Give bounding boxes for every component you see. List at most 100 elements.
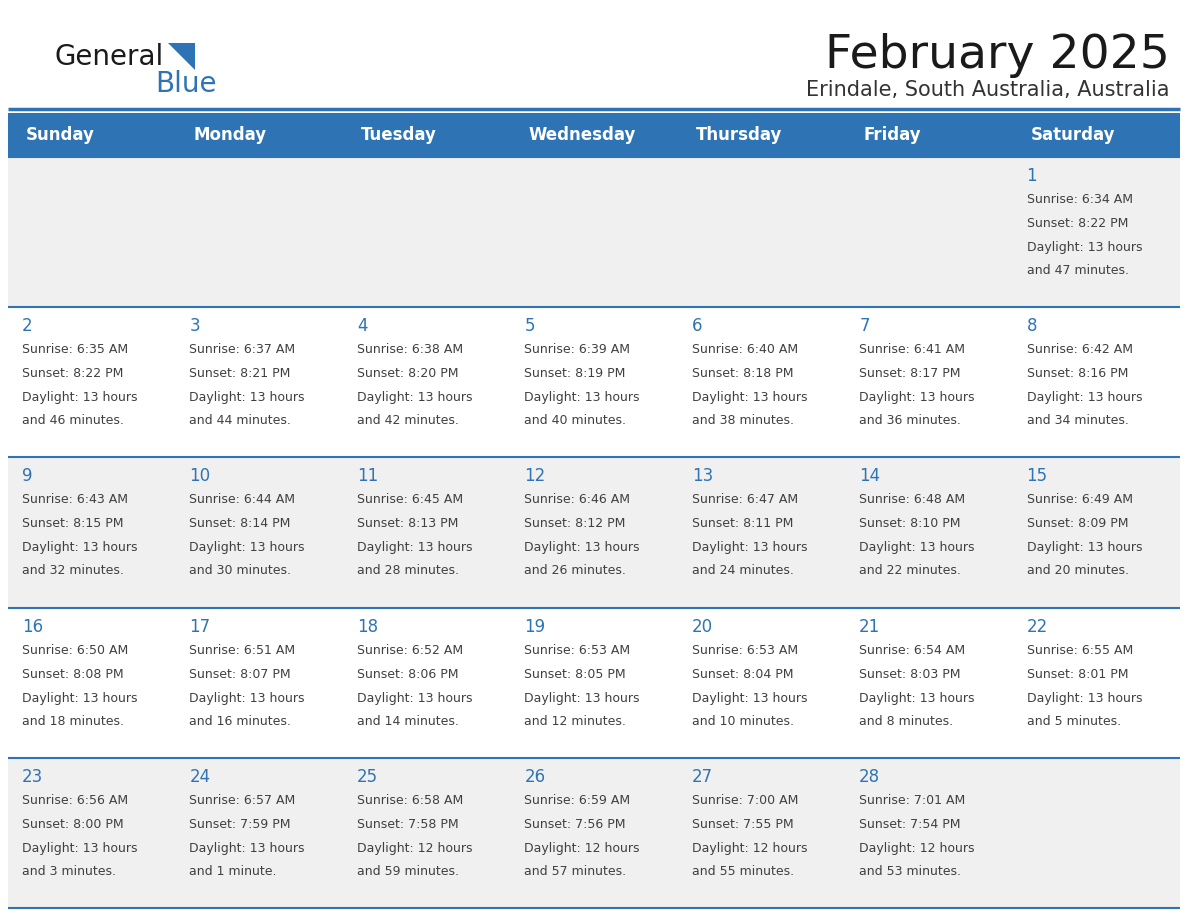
Text: 19: 19 [524, 618, 545, 635]
Text: Sunset: 7:54 PM: Sunset: 7:54 PM [859, 818, 961, 831]
Text: Sunset: 8:16 PM: Sunset: 8:16 PM [1026, 367, 1127, 380]
Text: Sunrise: 6:54 AM: Sunrise: 6:54 AM [859, 644, 966, 656]
Text: Sunrise: 6:41 AM: Sunrise: 6:41 AM [859, 343, 965, 356]
Text: Sunrise: 6:52 AM: Sunrise: 6:52 AM [356, 644, 463, 656]
Text: 28: 28 [859, 767, 880, 786]
Text: Sunset: 8:20 PM: Sunset: 8:20 PM [356, 367, 459, 380]
Text: Daylight: 13 hours: Daylight: 13 hours [1026, 391, 1142, 404]
Text: Daylight: 13 hours: Daylight: 13 hours [356, 542, 473, 554]
Text: and 10 minutes.: and 10 minutes. [691, 714, 794, 728]
Text: Sunset: 7:58 PM: Sunset: 7:58 PM [356, 818, 459, 831]
Text: Sunrise: 6:37 AM: Sunrise: 6:37 AM [189, 343, 296, 356]
Text: 20: 20 [691, 618, 713, 635]
Text: and 42 minutes.: and 42 minutes. [356, 414, 459, 427]
Text: Sunset: 8:00 PM: Sunset: 8:00 PM [23, 818, 124, 831]
Text: Sunset: 7:59 PM: Sunset: 7:59 PM [189, 818, 291, 831]
Text: Daylight: 12 hours: Daylight: 12 hours [691, 842, 807, 855]
Text: and 3 minutes.: and 3 minutes. [23, 865, 116, 878]
Text: Sunrise: 6:58 AM: Sunrise: 6:58 AM [356, 794, 463, 807]
Text: Sunrise: 6:51 AM: Sunrise: 6:51 AM [189, 644, 296, 656]
Text: and 47 minutes.: and 47 minutes. [1026, 264, 1129, 277]
Text: 24: 24 [189, 767, 210, 786]
Text: 16: 16 [23, 618, 43, 635]
Text: Daylight: 12 hours: Daylight: 12 hours [524, 842, 640, 855]
Text: General: General [55, 43, 164, 71]
Text: and 38 minutes.: and 38 minutes. [691, 414, 794, 427]
Text: Daylight: 13 hours: Daylight: 13 hours [1026, 542, 1142, 554]
Text: Daylight: 13 hours: Daylight: 13 hours [524, 391, 640, 404]
Text: Daylight: 13 hours: Daylight: 13 hours [189, 842, 305, 855]
Text: Daylight: 13 hours: Daylight: 13 hours [356, 691, 473, 705]
Text: and 57 minutes.: and 57 minutes. [524, 865, 626, 878]
Text: Thursday: Thursday [696, 126, 782, 144]
Text: Sunrise: 6:44 AM: Sunrise: 6:44 AM [189, 493, 296, 507]
Text: Sunset: 8:05 PM: Sunset: 8:05 PM [524, 667, 626, 680]
Text: 22: 22 [1026, 618, 1048, 635]
Text: Daylight: 13 hours: Daylight: 13 hours [1026, 241, 1142, 254]
Text: Sunset: 8:03 PM: Sunset: 8:03 PM [859, 667, 961, 680]
Text: and 40 minutes.: and 40 minutes. [524, 414, 626, 427]
Text: Sunrise: 6:55 AM: Sunrise: 6:55 AM [1026, 644, 1133, 656]
Text: Daylight: 13 hours: Daylight: 13 hours [859, 542, 974, 554]
Text: Sunrise: 6:46 AM: Sunrise: 6:46 AM [524, 493, 631, 507]
Text: 3: 3 [189, 318, 200, 335]
Text: Sunset: 8:06 PM: Sunset: 8:06 PM [356, 667, 459, 680]
Text: 6: 6 [691, 318, 702, 335]
Text: 12: 12 [524, 467, 545, 486]
Text: and 46 minutes.: and 46 minutes. [23, 414, 124, 427]
Text: and 59 minutes.: and 59 minutes. [356, 865, 459, 878]
Polygon shape [168, 43, 195, 70]
Text: 18: 18 [356, 618, 378, 635]
Text: 7: 7 [859, 318, 870, 335]
Text: 8: 8 [1026, 318, 1037, 335]
Text: 25: 25 [356, 767, 378, 786]
Text: Sunset: 8:22 PM: Sunset: 8:22 PM [23, 367, 124, 380]
Text: Daylight: 13 hours: Daylight: 13 hours [23, 842, 138, 855]
Text: Sunset: 8:08 PM: Sunset: 8:08 PM [23, 667, 124, 680]
Text: 14: 14 [859, 467, 880, 486]
Text: Sunrise: 6:53 AM: Sunrise: 6:53 AM [524, 644, 631, 656]
Text: Daylight: 13 hours: Daylight: 13 hours [23, 391, 138, 404]
Text: Daylight: 12 hours: Daylight: 12 hours [859, 842, 974, 855]
Text: February 2025: February 2025 [826, 33, 1170, 78]
Text: Sunrise: 6:34 AM: Sunrise: 6:34 AM [1026, 193, 1132, 206]
Text: Sunset: 8:21 PM: Sunset: 8:21 PM [189, 367, 291, 380]
Text: Sunset: 8:09 PM: Sunset: 8:09 PM [1026, 518, 1129, 531]
Text: Sunset: 8:15 PM: Sunset: 8:15 PM [23, 518, 124, 531]
Text: Sunset: 8:18 PM: Sunset: 8:18 PM [691, 367, 794, 380]
Text: 15: 15 [1026, 467, 1048, 486]
Text: Daylight: 13 hours: Daylight: 13 hours [189, 542, 305, 554]
Text: Sunrise: 6:50 AM: Sunrise: 6:50 AM [23, 644, 128, 656]
Text: Sunrise: 6:47 AM: Sunrise: 6:47 AM [691, 493, 798, 507]
Text: Sunset: 8:01 PM: Sunset: 8:01 PM [1026, 667, 1129, 680]
Text: Blue: Blue [154, 70, 216, 98]
Text: Sunrise: 6:35 AM: Sunrise: 6:35 AM [23, 343, 128, 356]
Text: 26: 26 [524, 767, 545, 786]
Text: Daylight: 13 hours: Daylight: 13 hours [524, 542, 640, 554]
Text: Monday: Monday [194, 126, 266, 144]
Text: and 20 minutes.: and 20 minutes. [1026, 565, 1129, 577]
Text: and 26 minutes.: and 26 minutes. [524, 565, 626, 577]
Text: Sunset: 8:12 PM: Sunset: 8:12 PM [524, 518, 626, 531]
Text: Sunrise: 6:40 AM: Sunrise: 6:40 AM [691, 343, 798, 356]
Text: Sunrise: 7:00 AM: Sunrise: 7:00 AM [691, 794, 798, 807]
Bar [8, 457, 1180, 608]
Text: Sunset: 7:55 PM: Sunset: 7:55 PM [691, 818, 794, 831]
Text: Daylight: 13 hours: Daylight: 13 hours [23, 542, 138, 554]
Text: Sunset: 8:14 PM: Sunset: 8:14 PM [189, 518, 291, 531]
Text: Sunrise: 6:42 AM: Sunrise: 6:42 AM [1026, 343, 1132, 356]
Text: 17: 17 [189, 618, 210, 635]
Text: 4: 4 [356, 318, 367, 335]
Text: and 44 minutes.: and 44 minutes. [189, 414, 291, 427]
Text: Friday: Friday [864, 126, 921, 144]
Text: Sunrise: 6:45 AM: Sunrise: 6:45 AM [356, 493, 463, 507]
Text: Sunrise: 6:56 AM: Sunrise: 6:56 AM [23, 794, 128, 807]
Text: Sunrise: 7:01 AM: Sunrise: 7:01 AM [859, 794, 966, 807]
Text: Daylight: 13 hours: Daylight: 13 hours [189, 691, 305, 705]
Text: 9: 9 [23, 467, 32, 486]
Text: Daylight: 13 hours: Daylight: 13 hours [859, 391, 974, 404]
Text: 21: 21 [859, 618, 880, 635]
Text: Sunrise: 6:49 AM: Sunrise: 6:49 AM [1026, 493, 1132, 507]
Text: and 28 minutes.: and 28 minutes. [356, 565, 459, 577]
Text: Sunrise: 6:38 AM: Sunrise: 6:38 AM [356, 343, 463, 356]
